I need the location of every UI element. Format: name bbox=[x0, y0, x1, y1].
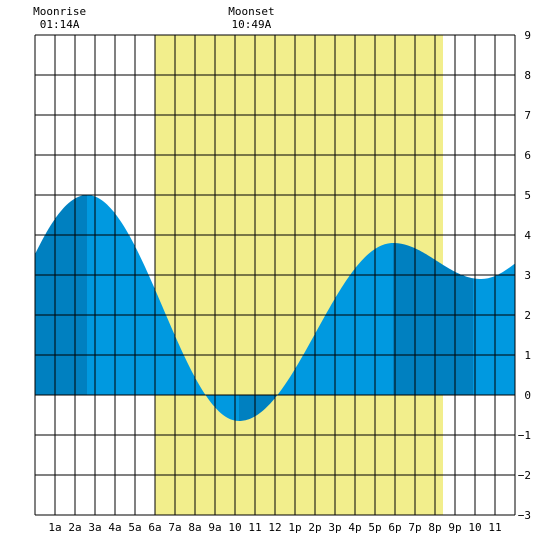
moon-event-time: 10:49A bbox=[232, 18, 272, 31]
tide-segment bbox=[393, 243, 473, 395]
y-tick-label: 9 bbox=[524, 29, 531, 42]
y-tick-label: 2 bbox=[524, 309, 531, 322]
x-tick-label: 7p bbox=[408, 521, 421, 534]
tide-area-layer bbox=[35, 195, 515, 421]
x-tick-label: 4a bbox=[108, 521, 121, 534]
tide-segment bbox=[35, 195, 87, 395]
y-tick-label: −2 bbox=[518, 469, 531, 482]
x-tick-label: 2a bbox=[68, 521, 81, 534]
x-tick-label: 9p bbox=[448, 521, 461, 534]
y-tick-label: 4 bbox=[524, 229, 531, 242]
y-tick-label: 3 bbox=[524, 269, 531, 282]
x-tick-label: 5p bbox=[368, 521, 381, 534]
tide-segment bbox=[473, 263, 515, 395]
x-tick-label: 12 bbox=[268, 521, 281, 534]
x-tick-label: 8p bbox=[428, 521, 441, 534]
x-tick-label: 6p bbox=[388, 521, 401, 534]
x-tick-label: 8a bbox=[188, 521, 201, 534]
tide-segment bbox=[87, 195, 239, 421]
moon-event-time: 01:14A bbox=[40, 18, 80, 31]
label-layer: 1a 2a 3a 4a 5a 6a 7a 8a 9a 10 11 12 1p 2p 3p 4p 5p 6p 7p 8p… bbox=[33, 5, 531, 534]
y-tick-label: 7 bbox=[524, 109, 531, 122]
x-tick-label: 11 bbox=[248, 521, 261, 534]
x-tick-label: 10 bbox=[468, 521, 481, 534]
y-tick-label: 0 bbox=[524, 389, 531, 402]
moon-event-title: Moonrise bbox=[33, 5, 86, 18]
x-tick-label: 6a bbox=[148, 521, 161, 534]
y-tick-label: 1 bbox=[524, 349, 531, 362]
x-tick-label: 1p bbox=[288, 521, 301, 534]
x-tick-label: 3p bbox=[328, 521, 341, 534]
x-tick-label: 5a bbox=[128, 521, 141, 534]
x-tick-label: 3a bbox=[88, 521, 101, 534]
tide-segment bbox=[239, 395, 275, 421]
x-tick-label: 11 bbox=[488, 521, 501, 534]
x-tick-label: 2p bbox=[308, 521, 321, 534]
y-tick-label: 5 bbox=[524, 189, 531, 202]
grid-layer bbox=[34, 34, 516, 516]
y-tick-label: 6 bbox=[524, 149, 531, 162]
tide-segment bbox=[275, 243, 393, 399]
x-tick-label: 9a bbox=[208, 521, 221, 534]
x-tick-label: 10 bbox=[228, 521, 241, 534]
x-tick-label: 1a bbox=[48, 521, 61, 534]
x-tick-label: 7a bbox=[168, 521, 181, 534]
moon-event-title: Moonset bbox=[228, 5, 274, 18]
y-tick-label: −3 bbox=[518, 509, 531, 522]
y-tick-label: 8 bbox=[524, 69, 531, 82]
y-tick-label: −1 bbox=[518, 429, 531, 442]
x-tick-label: 4p bbox=[348, 521, 361, 534]
